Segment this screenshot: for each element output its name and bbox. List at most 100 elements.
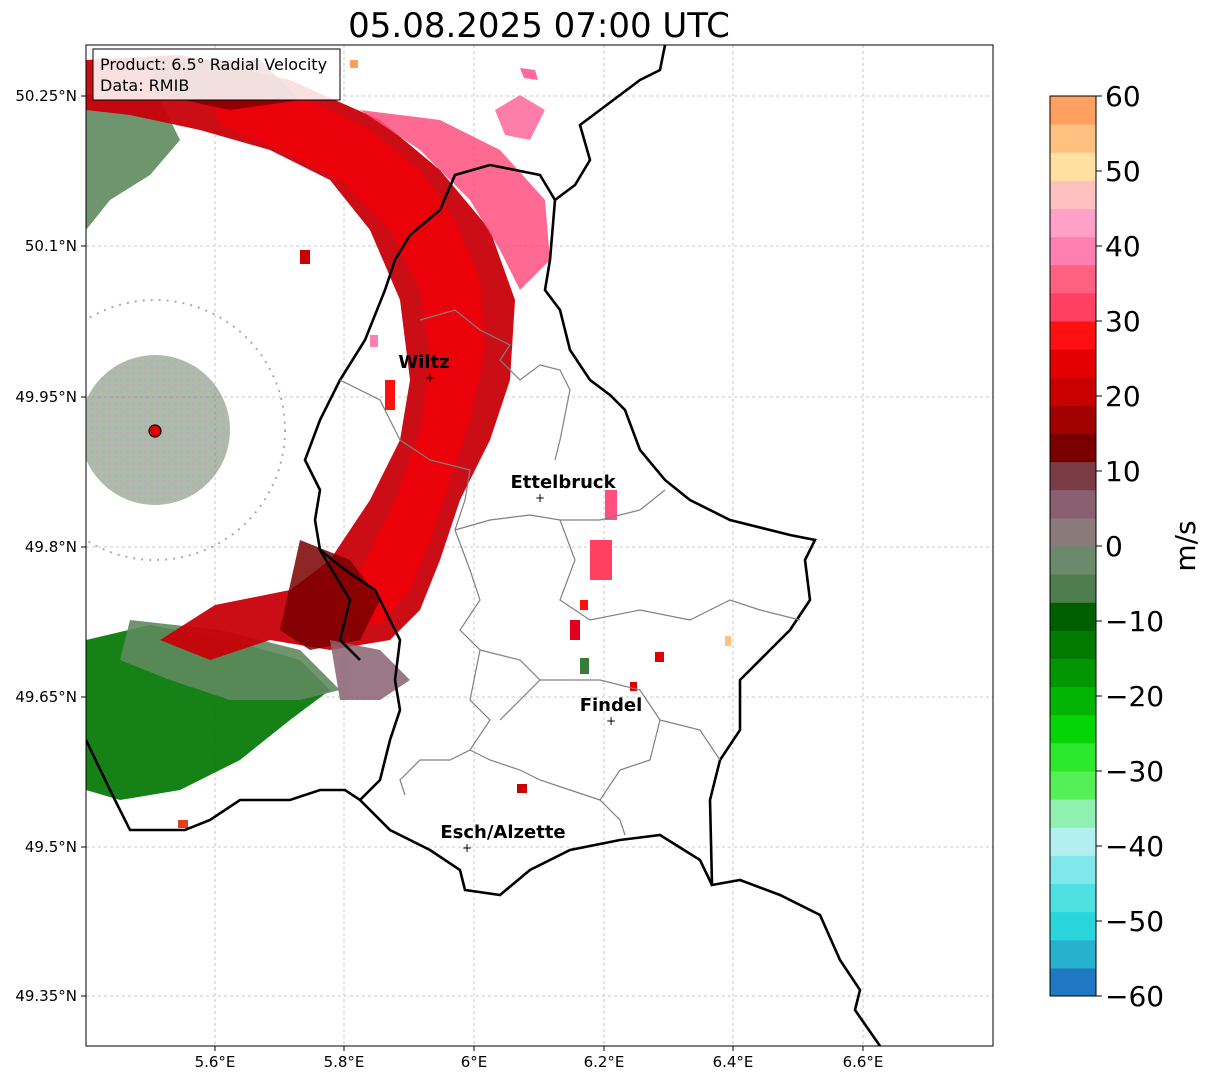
- border-north: [489, 163, 557, 201]
- city-label-findel: Findel: [580, 695, 643, 716]
- colorbar-segment: [1050, 405, 1096, 435]
- colorbar-tick-label: 20: [1105, 380, 1141, 413]
- city-esch-alzette: Esch/Alzette +: [440, 822, 565, 855]
- colorbar-segment: [1050, 686, 1096, 716]
- near-zero-velocity-region-north: [86, 95, 180, 230]
- cross-icon: +: [462, 841, 472, 855]
- info-data-source: Data: RMIB: [100, 76, 189, 95]
- colorbar-tick-label: −40: [1105, 830, 1164, 863]
- colorbar-tick-label: 30: [1105, 305, 1141, 338]
- cross-icon: +: [535, 491, 545, 505]
- colorbar-segments: [1050, 96, 1096, 997]
- grey-region: [330, 640, 410, 700]
- city-label-ettelbruck: Ettelbruck: [510, 472, 616, 493]
- info-box-background: [92, 48, 341, 101]
- y-tick-label: 49.5°N: [25, 838, 77, 856]
- map-content: Wiltz + Ettelbruck + Findel + Esch/Alzet…: [86, 45, 993, 1046]
- x-tick-label: 6.6°E: [843, 1053, 884, 1071]
- colorbar-segment: [1050, 152, 1096, 181]
- border-east: [543, 45, 882, 1046]
- high-outbound-speck: [520, 68, 538, 80]
- colorbar-segment: [1050, 292, 1096, 322]
- colorbar-segment: [1050, 96, 1096, 125]
- border-west: [86, 163, 491, 832]
- border-segment: [318, 549, 361, 661]
- map-frame: [85, 44, 994, 1047]
- y-tick-label: 49.65°N: [15, 688, 77, 706]
- map-title: 05.08.2025 07:00 UTC: [348, 6, 730, 46]
- colorbar-segment: [1050, 658, 1096, 688]
- y-axis: 50.25°N 50.1°N 49.95°N 49.8°N 49.65°N 49…: [15, 87, 86, 1005]
- colorbar-segment: [1050, 489, 1096, 519]
- x-tick-label: 6°E: [461, 1053, 488, 1071]
- scattered-echoes: [178, 60, 731, 828]
- y-tick-label: 49.35°N: [15, 987, 77, 1005]
- city-ettelbruck: Ettelbruck +: [510, 472, 616, 505]
- colorbar-segment: [1050, 714, 1096, 744]
- colorbar-segment: [1050, 546, 1096, 575]
- x-tick-label: 5.8°E: [324, 1053, 365, 1071]
- colorbar-segment: [1050, 236, 1096, 266]
- colorbar-segment: [1050, 911, 1096, 941]
- colorbar-segment: [1050, 855, 1096, 885]
- y-tick-label: 50.1°N: [25, 237, 77, 255]
- colorbar-segment: [1050, 630, 1096, 660]
- colorbar-tick-label: −50: [1105, 905, 1164, 938]
- colorbar-segment: [1050, 574, 1096, 603]
- border-south: [359, 799, 714, 897]
- colorbar-segment: [1050, 377, 1096, 406]
- x-tick-label: 5.6°E: [195, 1053, 236, 1071]
- colorbar-tick-label: −10: [1105, 605, 1164, 638]
- colorbar-segment: [1050, 349, 1096, 378]
- colorbar-tick-label: 40: [1105, 230, 1141, 263]
- x-tick-label: 6.2°E: [584, 1053, 625, 1071]
- colorbar-tick-label: 0: [1105, 530, 1123, 563]
- x-axis: 5.6°E 5.8°E 6°E 6.2°E 6.4°E 6.6°E: [195, 1046, 884, 1071]
- cross-icon: +: [606, 714, 616, 728]
- colorbar-unit-label: m/s: [1169, 520, 1202, 571]
- colorbar-segment: [1050, 771, 1096, 800]
- district-boundaries: [339, 309, 801, 836]
- colorbar-segment: [1050, 827, 1096, 856]
- clutter-ring: [86, 299, 286, 561]
- colorbar-segment: [1050, 461, 1096, 491]
- colorbar: 60 50 40 30 20 10 0 −10 −20 −30 −40 −50 …: [1049, 80, 1202, 1013]
- high-outbound-region: [360, 110, 550, 290]
- colorbar-segment: [1050, 602, 1096, 631]
- colorbar-segment: [1050, 883, 1096, 913]
- y-tick-label: 50.25°N: [15, 87, 77, 105]
- city-label-wiltz: Wiltz: [398, 352, 449, 373]
- colorbar-segment: [1050, 799, 1096, 828]
- colorbar-segment: [1050, 264, 1096, 294]
- colorbar-segment: [1050, 124, 1096, 153]
- colorbar-segment: [1050, 967, 1096, 997]
- city-findel: Findel +: [580, 695, 643, 728]
- y-tick-label: 49.95°N: [15, 388, 77, 406]
- colorbar-tick-label: −20: [1105, 680, 1164, 713]
- colorbar-segment: [1050, 180, 1096, 210]
- colorbar-tick-label: −30: [1105, 755, 1164, 788]
- colorbar-segment: [1050, 433, 1096, 463]
- colorbar-segment: [1050, 517, 1096, 547]
- high-outbound-patch: [495, 95, 545, 140]
- info-product: Product: 6.5° Radial Velocity: [100, 55, 327, 74]
- info-box: Product: 6.5° Radial Velocity Data: RMIB: [92, 48, 341, 101]
- cross-icon: +: [425, 371, 435, 385]
- colorbar-tick-label: 50: [1105, 155, 1141, 188]
- colorbar-tick-label: 10: [1105, 455, 1141, 488]
- x-tick-label: 6.4°E: [713, 1053, 754, 1071]
- y-tick-label: 49.8°N: [25, 538, 77, 556]
- strong-outbound-core: [200, 70, 485, 625]
- dark-red-region: [280, 540, 380, 650]
- colorbar-segment: [1050, 208, 1096, 238]
- radar-site-marker: [148, 424, 162, 438]
- colorbar-segment: [1050, 321, 1096, 350]
- colorbar-tick-label: −60: [1105, 980, 1164, 1013]
- colorbar-tick-label: 60: [1105, 80, 1141, 113]
- city-markers: Wiltz + Ettelbruck + Findel + Esch/Alzet…: [398, 352, 642, 855]
- colorbar-segment: [1050, 939, 1096, 969]
- city-wiltz: Wiltz +: [398, 352, 449, 385]
- colorbar-segment: [1050, 742, 1096, 772]
- city-label-esch-alzette: Esch/Alzette: [440, 822, 565, 843]
